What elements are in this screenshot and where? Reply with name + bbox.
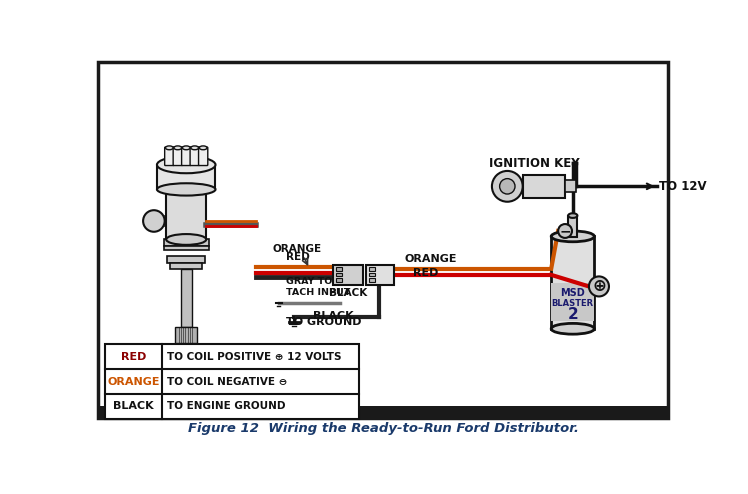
Text: ORANGE: ORANGE bbox=[107, 376, 160, 386]
Bar bbox=[551, 237, 595, 329]
Bar bbox=[333, 265, 364, 285]
Text: ORANGE: ORANGE bbox=[272, 245, 322, 254]
Bar bbox=[337, 273, 342, 277]
Bar bbox=[370, 267, 375, 271]
FancyBboxPatch shape bbox=[165, 147, 174, 165]
Bar bbox=[523, 175, 565, 198]
Text: TO ENGINE GROUND: TO ENGINE GROUND bbox=[167, 402, 286, 412]
Bar bbox=[337, 267, 342, 271]
Circle shape bbox=[500, 179, 515, 194]
Ellipse shape bbox=[174, 146, 182, 150]
Text: GRAY TO
TACH INPUT: GRAY TO TACH INPUT bbox=[286, 277, 351, 297]
Bar bbox=[105, 344, 359, 419]
Bar bbox=[370, 278, 375, 282]
Bar bbox=[176, 327, 197, 343]
Text: 2: 2 bbox=[568, 307, 578, 322]
Circle shape bbox=[492, 171, 523, 202]
Circle shape bbox=[589, 277, 609, 296]
Bar bbox=[568, 215, 577, 237]
Text: BLACK: BLACK bbox=[329, 288, 367, 298]
Bar bbox=[167, 255, 206, 263]
Ellipse shape bbox=[165, 146, 173, 150]
Ellipse shape bbox=[568, 213, 577, 218]
Text: TO GROUND: TO GROUND bbox=[286, 317, 362, 327]
Text: BLACK: BLACK bbox=[313, 311, 354, 321]
Text: TO COIL NEGATIVE ⊖: TO COIL NEGATIVE ⊖ bbox=[167, 376, 287, 386]
Ellipse shape bbox=[199, 146, 207, 150]
Ellipse shape bbox=[191, 146, 198, 150]
Bar bbox=[157, 165, 215, 189]
Text: TO COIL POSITIVE ⊕ 12 VOLTS: TO COIL POSITIVE ⊕ 12 VOLTS bbox=[167, 352, 342, 362]
Ellipse shape bbox=[183, 146, 190, 150]
FancyBboxPatch shape bbox=[182, 147, 191, 165]
Bar bbox=[164, 240, 209, 247]
Text: RED: RED bbox=[286, 252, 310, 262]
Text: RED: RED bbox=[120, 352, 146, 362]
Bar bbox=[99, 406, 668, 418]
Text: −: − bbox=[560, 224, 571, 238]
Ellipse shape bbox=[157, 183, 215, 196]
Bar bbox=[164, 247, 209, 250]
Ellipse shape bbox=[166, 234, 206, 245]
Ellipse shape bbox=[551, 324, 595, 334]
Text: BLACK: BLACK bbox=[113, 402, 154, 412]
Ellipse shape bbox=[143, 210, 165, 232]
Text: ⊕: ⊕ bbox=[592, 278, 606, 295]
Text: RED: RED bbox=[413, 268, 438, 278]
FancyBboxPatch shape bbox=[190, 147, 199, 165]
Text: MSD: MSD bbox=[560, 288, 585, 297]
Bar bbox=[181, 270, 191, 327]
FancyBboxPatch shape bbox=[173, 147, 183, 165]
Text: TO 12V: TO 12V bbox=[659, 180, 707, 193]
Text: ORANGE: ORANGE bbox=[405, 254, 458, 264]
Ellipse shape bbox=[551, 231, 595, 242]
Bar bbox=[370, 273, 375, 277]
Bar bbox=[337, 278, 342, 282]
Bar bbox=[367, 265, 394, 285]
Bar bbox=[565, 180, 576, 193]
Ellipse shape bbox=[157, 156, 215, 173]
Bar bbox=[170, 263, 203, 270]
Ellipse shape bbox=[558, 224, 572, 238]
Bar bbox=[166, 189, 206, 240]
Bar bbox=[551, 283, 595, 321]
Text: IGNITION KEY: IGNITION KEY bbox=[489, 157, 580, 170]
Text: BLASTER: BLASTER bbox=[552, 299, 594, 308]
FancyBboxPatch shape bbox=[198, 147, 208, 165]
Text: Figure 12  Wiring the Ready-to-Run Ford Distributor.: Figure 12 Wiring the Ready-to-Run Ford D… bbox=[188, 422, 579, 435]
